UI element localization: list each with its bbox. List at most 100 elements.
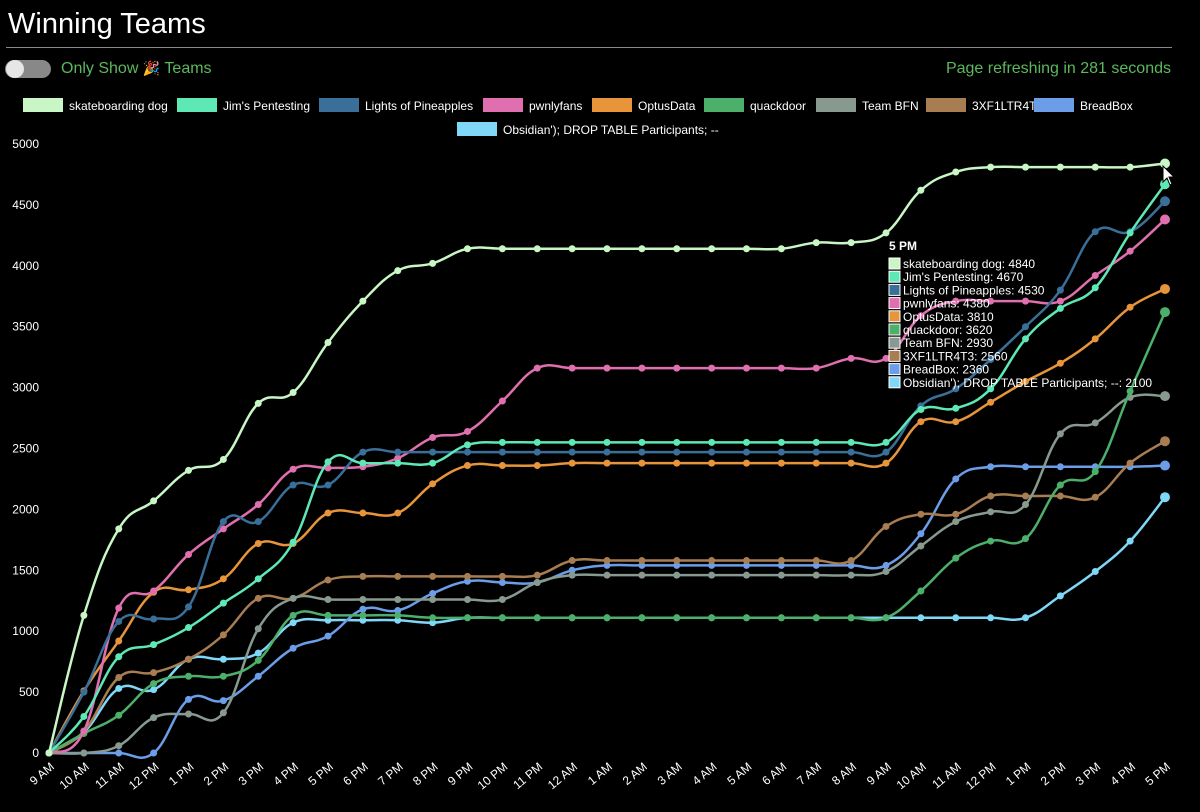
data-point[interactable] [847, 557, 855, 565]
data-point[interactable] [1022, 463, 1029, 471]
data-point[interactable] [777, 459, 785, 467]
data-point[interactable] [394, 459, 402, 467]
legend-item[interactable]: Lights of Pineapples [319, 98, 473, 113]
data-point[interactable] [429, 259, 437, 267]
series-jim-s-pentesting[interactable] [45, 179, 1171, 757]
data-point[interactable] [847, 438, 855, 446]
data-point[interactable] [812, 459, 820, 467]
data-point[interactable] [812, 438, 820, 446]
data-point[interactable] [1056, 463, 1064, 471]
data-point[interactable] [708, 614, 716, 622]
data-point[interactable] [1091, 284, 1099, 292]
data-point[interactable] [882, 561, 890, 569]
data-point[interactable] [603, 561, 611, 569]
data-point[interactable] [150, 680, 158, 688]
data-point[interactable] [1056, 492, 1064, 500]
data-point[interactable] [882, 438, 890, 446]
data-point[interactable] [1091, 419, 1099, 427]
data-point[interactable] [254, 594, 262, 602]
data-point[interactable] [219, 709, 227, 717]
data-point[interactable] [394, 572, 402, 580]
data-point[interactable] [987, 356, 995, 364]
data-point[interactable] [429, 589, 437, 597]
data-point[interactable] [952, 614, 960, 622]
data-point[interactable] [359, 611, 367, 619]
data-point[interactable] [812, 614, 820, 622]
data-point[interactable] [568, 614, 576, 622]
data-point[interactable] [1022, 323, 1029, 331]
data-point[interactable] [533, 614, 541, 622]
data-point[interactable] [777, 245, 785, 253]
data-point[interactable] [987, 492, 995, 500]
data-point[interactable] [987, 614, 995, 622]
data-point[interactable] [533, 364, 541, 372]
data-point[interactable] [219, 599, 227, 607]
data-point[interactable] [1056, 481, 1064, 489]
data-point[interactable] [708, 557, 716, 565]
data-point[interactable] [254, 399, 262, 407]
data-point[interactable] [743, 561, 750, 569]
data-point[interactable] [394, 611, 402, 619]
data-point[interactable] [254, 625, 262, 633]
data-point[interactable] [80, 611, 88, 619]
data-point[interactable] [464, 448, 471, 456]
data-point[interactable] [743, 459, 750, 467]
data-point[interactable] [917, 186, 925, 194]
data-point[interactable] [952, 168, 960, 176]
data-point[interactable] [568, 557, 576, 565]
data-point[interactable] [115, 604, 123, 612]
data-point[interactable] [638, 614, 646, 622]
data-point[interactable] [568, 459, 576, 467]
data-point[interactable] [1022, 297, 1029, 305]
data-point[interactable] [777, 571, 785, 579]
series-line[interactable] [49, 464, 1166, 759]
data-point[interactable] [917, 406, 925, 414]
legend-item[interactable]: quackdoor [704, 98, 806, 113]
data-point[interactable] [219, 455, 227, 463]
data-point[interactable] [498, 397, 506, 405]
data-point[interactable] [1091, 163, 1099, 171]
data-point[interactable] [882, 459, 890, 467]
data-point[interactable] [1022, 535, 1029, 543]
data-point[interactable] [464, 427, 471, 435]
data-point[interactable] [464, 577, 471, 585]
data-point[interactable] [429, 572, 437, 580]
data-point[interactable] [150, 669, 158, 677]
data-point[interactable] [219, 518, 227, 526]
data-point[interactable] [150, 749, 158, 757]
data-point[interactable] [464, 441, 471, 449]
data-point[interactable] [1022, 492, 1029, 500]
legend-item[interactable]: OptusData [592, 98, 696, 113]
data-point[interactable] [394, 267, 402, 275]
data-point[interactable] [289, 611, 297, 619]
data-point[interactable] [708, 561, 716, 569]
data-point[interactable] [743, 614, 750, 622]
data-point[interactable] [743, 245, 750, 253]
data-point[interactable] [603, 557, 611, 565]
data-point[interactable] [498, 596, 506, 604]
data-point[interactable] [987, 508, 995, 516]
data-point[interactable] [1160, 158, 1170, 169]
data-point[interactable] [464, 245, 471, 253]
data-point[interactable] [987, 537, 995, 545]
data-point[interactable] [1056, 286, 1064, 294]
data-point[interactable] [673, 571, 681, 579]
data-point[interactable] [150, 615, 158, 623]
data-point[interactable] [1091, 335, 1099, 343]
data-point[interactable] [150, 587, 158, 595]
data-point[interactable] [603, 571, 611, 579]
data-point[interactable] [429, 480, 437, 488]
data-point[interactable] [80, 712, 88, 720]
data-point[interactable] [673, 364, 681, 372]
data-point[interactable] [219, 655, 227, 663]
legend-item[interactable]: BreadBox [1034, 98, 1133, 113]
data-point[interactable] [952, 518, 960, 526]
data-point[interactable] [498, 578, 506, 586]
data-point[interactable] [673, 245, 681, 253]
data-point[interactable] [150, 641, 158, 649]
data-point[interactable] [777, 364, 785, 372]
data-point[interactable] [673, 438, 681, 446]
data-point[interactable] [498, 448, 506, 456]
data-point[interactable] [185, 710, 192, 718]
data-point[interactable] [568, 438, 576, 446]
